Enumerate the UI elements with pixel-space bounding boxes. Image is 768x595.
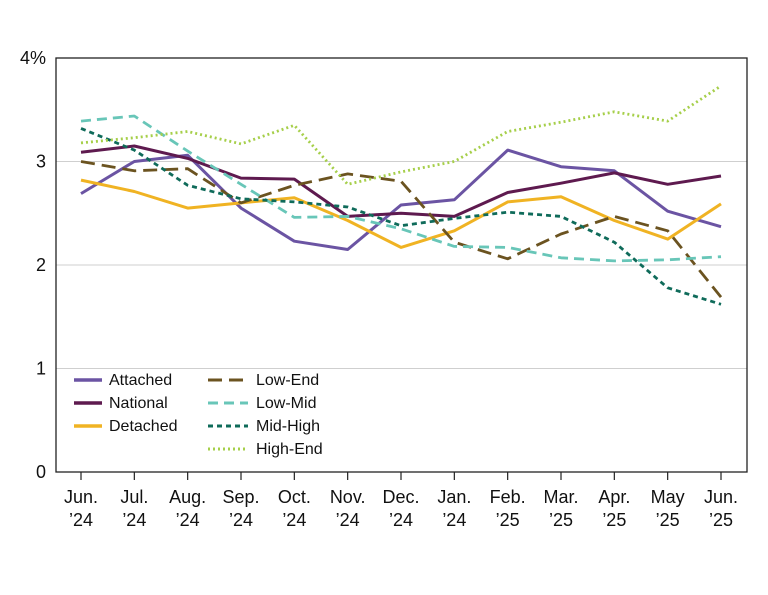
legend-label: High-End <box>256 441 323 458</box>
x-tick-label-month: Oct. <box>278 487 311 507</box>
legend-label: National <box>109 395 168 412</box>
x-tick-label-month: Jun. <box>704 487 738 507</box>
x-tick-label-month: Aug. <box>169 487 206 507</box>
x-tick-label-year: ’24 <box>336 510 360 530</box>
x-tick-label-year: ’24 <box>122 510 146 530</box>
x-tick-label-year: ’24 <box>69 510 93 530</box>
y-axis-ticks: 0 1 2 3 4% <box>20 48 46 482</box>
y-tick-label: 1 <box>36 359 46 379</box>
series-line-mid-high <box>80 127 722 306</box>
legend-label: Detached <box>109 418 178 435</box>
series-line-attached <box>80 148 722 251</box>
x-tick-label-month: Sep. <box>222 487 259 507</box>
y-tick-label: 2 <box>36 255 46 275</box>
series-line-detached <box>80 178 722 249</box>
series-line-low-mid <box>80 114 722 263</box>
legend-label: Low-End <box>256 372 319 389</box>
series-line-high-end <box>80 84 722 186</box>
x-tick-label-year: ’24 <box>176 510 200 530</box>
y-tick-label: 4% <box>20 48 46 68</box>
x-tick-label-month: Feb. <box>490 487 526 507</box>
x-tick-label-month: Nov. <box>330 487 366 507</box>
x-tick-label-year: ’25 <box>602 510 626 530</box>
x-tick-label-month: Jun. <box>64 487 98 507</box>
x-tick-label-month: Jul. <box>120 487 148 507</box>
legend-label: Mid-High <box>256 418 320 435</box>
y-tick-label: 0 <box>36 462 46 482</box>
series-line-national <box>80 144 722 218</box>
x-tick-label-year: ’25 <box>709 510 733 530</box>
legend: Attached National Detached Low-End Low-Mid Mi… <box>74 372 323 458</box>
legend-label: Low-Mid <box>256 395 316 412</box>
series-layer <box>80 84 723 306</box>
x-tick-label-year: ’25 <box>496 510 520 530</box>
x-tick-label-year: ’25 <box>549 510 573 530</box>
x-tick-label-year: ’25 <box>656 510 680 530</box>
x-tick-label-year: ’24 <box>229 510 253 530</box>
x-tick-label-month: Dec. <box>382 487 419 507</box>
grid-layer <box>56 161 747 369</box>
x-tick-label-year: ’24 <box>282 510 306 530</box>
x-tick-label-year: ’24 <box>389 510 413 530</box>
x-tick-label-month: Jan. <box>437 487 471 507</box>
x-tick-label-month: Mar. <box>543 487 578 507</box>
legend-label: Attached <box>109 372 172 389</box>
x-tick-label-month: May <box>651 487 685 507</box>
x-axis-ticks: Jun. ’24 Jul. ’24 Aug. ’24 Sep. ’24 Oct. ’24 Nov. ’… <box>64 472 738 530</box>
x-tick-label-year: ’24 <box>442 510 466 530</box>
y-tick-label: 3 <box>36 152 46 172</box>
x-tick-label-month: Apr. <box>598 487 630 507</box>
series-line-low-end <box>80 160 723 298</box>
